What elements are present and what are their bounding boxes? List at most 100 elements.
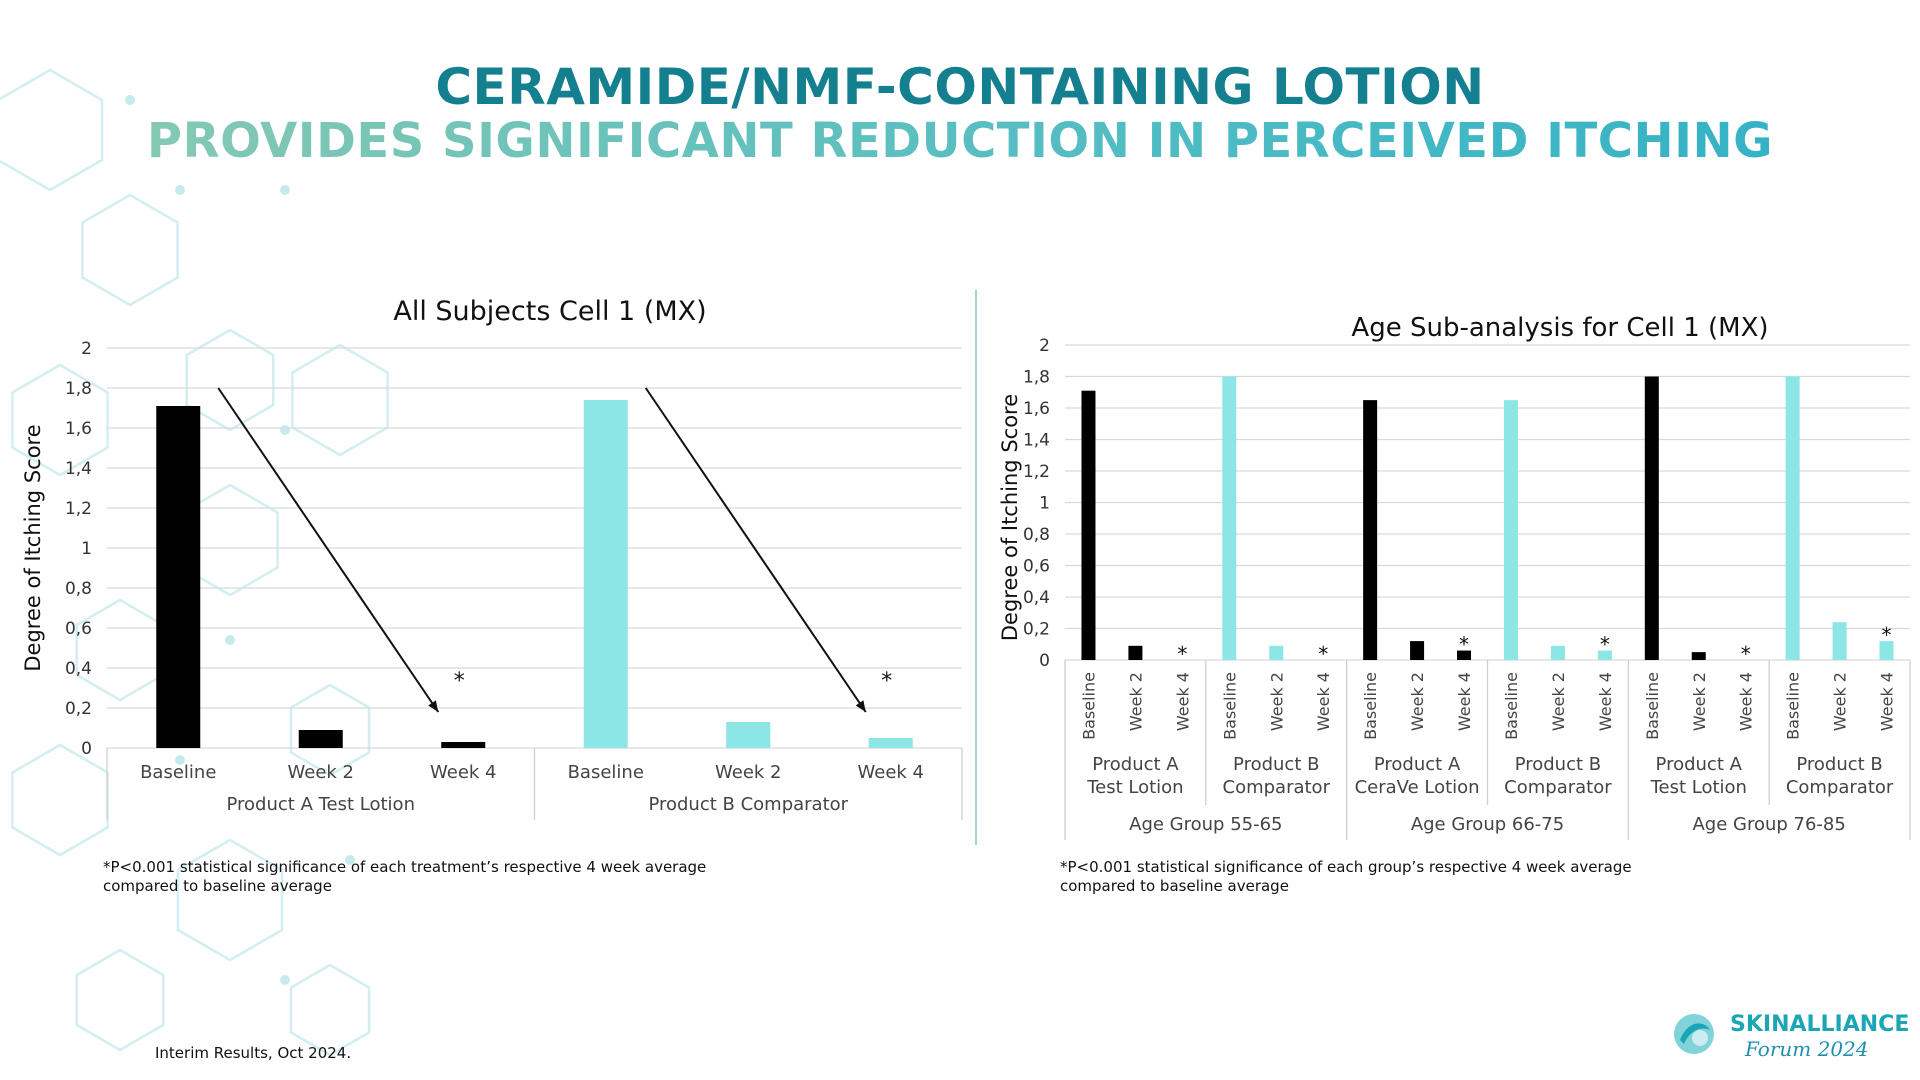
bar	[1597, 650, 1612, 660]
interim-results-note: Interim Results, Oct 2024.	[155, 1044, 352, 1062]
product-label: Product A	[1374, 754, 1461, 775]
category-label: Week 2	[715, 762, 782, 783]
bar	[1081, 390, 1096, 660]
hexagon-shape	[185, 328, 275, 432]
y-tick-label: 1	[1039, 494, 1050, 514]
bar	[583, 400, 628, 748]
hexagon-node	[125, 95, 135, 105]
y-axis-label: Degree of Itching Score	[998, 394, 1022, 641]
hexagon-node	[280, 185, 290, 195]
product-label: Test Lotion	[1650, 777, 1747, 798]
logo-mark-icon	[1674, 1014, 1714, 1054]
group-label: Product B Comparator	[648, 794, 848, 815]
trend-arrow-line	[217, 387, 440, 713]
y-tick-label: 1,4	[1023, 431, 1050, 451]
footnote-left: *P<0.001 statistical significance of eac…	[103, 858, 707, 895]
age-group-label: Age Group 66-75	[1411, 814, 1564, 835]
category-label: Baseline	[1784, 672, 1803, 740]
bar	[868, 738, 913, 748]
y-tick-label: 0	[81, 739, 92, 759]
bar	[298, 730, 343, 748]
category-label: Week 4	[430, 762, 497, 783]
bar	[1363, 400, 1378, 660]
category-label: Baseline	[140, 762, 216, 783]
bar	[1410, 641, 1425, 660]
y-tick-label: 0,8	[65, 579, 92, 599]
slide-title-line-1: CERAMIDE/NMF-CONTAINING LOTION	[435, 58, 1485, 116]
chart-all-subjects: All Subjects Cell 1 (MX) 0 0,2 0,4 0,6 0,8 1 1,…	[21, 296, 963, 820]
y-tick-label: 0,2	[65, 699, 92, 719]
logo-subtitle: Forum 2024	[1745, 1037, 1869, 1061]
chart-title: All Subjects Cell 1 (MX)	[393, 296, 706, 327]
product-label: Comparator	[1504, 777, 1612, 798]
y-tick-label: 1,8	[1023, 368, 1050, 388]
skinalliance-logo: SKINALLIANCE Forum 2024	[1670, 1004, 1909, 1064]
bar	[156, 406, 201, 748]
y-tick-label: 1,4	[65, 459, 92, 479]
significance-marker: *	[1600, 632, 1610, 656]
product-label: Product B	[1796, 754, 1882, 775]
significance-marker: *	[454, 669, 465, 694]
bar	[1832, 622, 1847, 660]
y-tick-label: 0,4	[65, 659, 92, 679]
bar	[1644, 376, 1659, 660]
category-label: Baseline	[1079, 672, 1098, 740]
category-label: Week 2	[1267, 672, 1286, 731]
product-label: Product A	[1092, 754, 1179, 775]
bar	[726, 722, 771, 748]
hexagon-shape	[11, 363, 109, 477]
category-label: Week 4	[1596, 672, 1615, 731]
hexagon-node	[280, 975, 290, 985]
chart-title: Age Sub-analysis for Cell 1 (MX)	[1351, 313, 1768, 343]
trend-arrow-head	[428, 700, 439, 712]
category-label: Week 4	[1737, 672, 1756, 731]
logo-name: SKINALLIANCE	[1730, 1012, 1910, 1037]
significance-marker: *	[1318, 642, 1328, 666]
category-label: Week 2	[288, 762, 355, 783]
bar	[1222, 376, 1237, 660]
bar	[1503, 400, 1518, 660]
slide-title-line-2: PROVIDES SIGNIFICANT REDUCTION IN PERCEI…	[0, 113, 1920, 169]
category-label: Baseline	[568, 762, 644, 783]
hexagon-node	[175, 755, 185, 765]
bar	[441, 742, 486, 748]
trend-arrow-head	[855, 700, 866, 712]
y-tick-label: 2	[81, 339, 92, 359]
product-label: CeraVe Lotion	[1355, 777, 1480, 798]
significance-marker: *	[1177, 642, 1187, 666]
category-label: Week 2	[1549, 672, 1568, 731]
bar	[1128, 645, 1143, 660]
hexagon-shape	[0, 68, 104, 192]
y-tick-label: 1,2	[65, 499, 92, 519]
hexagon-node	[345, 855, 355, 865]
significance-marker: *	[881, 669, 892, 694]
hexagon-shape	[291, 343, 389, 457]
hexagon-node	[225, 635, 235, 645]
y-tick-label: 0,4	[1023, 588, 1050, 608]
y-tick-label: 2	[1039, 336, 1050, 356]
category-label: Week 2	[1126, 672, 1145, 731]
hexagon-shape	[81, 193, 179, 307]
significance-marker: *	[1882, 623, 1892, 647]
hexagon-node	[175, 185, 185, 195]
category-label: Baseline	[1220, 672, 1239, 740]
chart-age-subanalysis: Age Sub-analysis for Cell 1 (MX) 0 0,2 0,4 0…	[998, 313, 1911, 840]
category-label: Week 4	[1173, 672, 1192, 731]
bar	[1879, 641, 1894, 660]
age-group-label: Age Group 55-65	[1129, 814, 1282, 835]
y-tick-label: 0,8	[1023, 525, 1050, 545]
category-label: Week 4	[1878, 672, 1897, 731]
product-label: Comparator	[1786, 777, 1894, 798]
category-label: Baseline	[1643, 672, 1662, 740]
bar	[1691, 652, 1706, 660]
category-label: Week 2	[1831, 672, 1850, 731]
footnote-right: *P<0.001 statistical significance of eac…	[1060, 858, 1632, 895]
product-label: Test Lotion	[1086, 777, 1183, 798]
significance-marker: *	[1459, 632, 1469, 656]
y-axis-label: Degree of Itching Score	[21, 424, 45, 671]
category-label: Week 4	[1455, 672, 1474, 731]
y-tick-label: 1	[81, 539, 92, 559]
y-tick-label: 1,8	[65, 379, 92, 399]
product-label: Product B	[1515, 754, 1601, 775]
category-label: Week 2	[1408, 672, 1427, 731]
